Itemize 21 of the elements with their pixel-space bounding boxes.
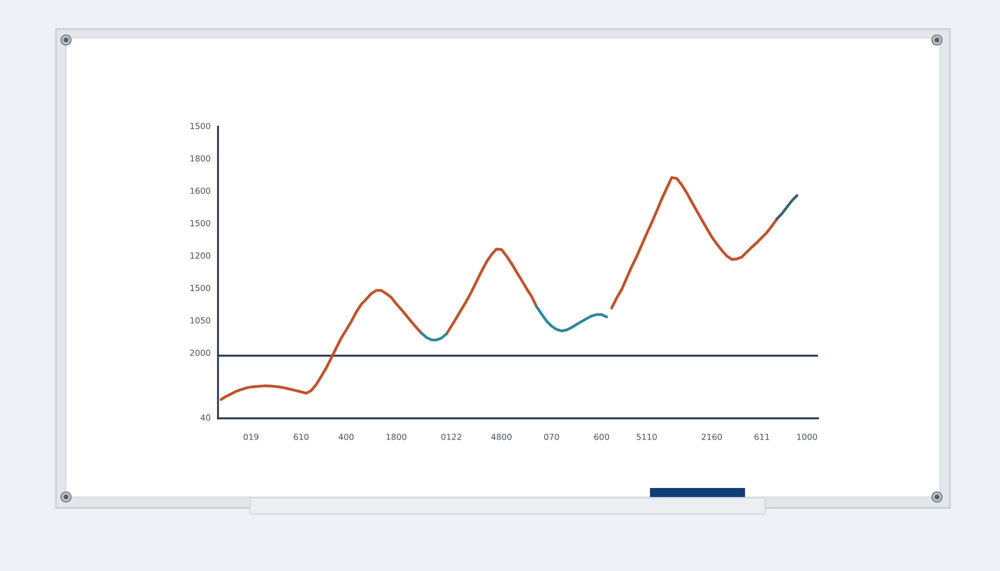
text: 1500 — [190, 220, 210, 226]
x-tick-label: 019 — [244, 434, 258, 440]
x-tick-label: 0122 — [441, 434, 462, 440]
x-tick-label: 1000 — [797, 434, 818, 440]
text: 1500 — [190, 284, 210, 292]
x-tick-label: 070 — [544, 434, 559, 440]
x-tick-label: 611 — [754, 434, 770, 440]
x-tick-label: 400 — [338, 434, 354, 440]
x-tick-label: 1800 — [386, 434, 406, 440]
text: 2000 — [190, 350, 210, 356]
x-tick-label: 4800 — [491, 434, 512, 440]
text: 1600 — [190, 188, 210, 194]
x-tick-label: 2160 — [702, 434, 722, 440]
x-tick-label: 5110 — [636, 434, 657, 440]
text: 1050 — [190, 317, 210, 324]
text: 1500 — [190, 122, 210, 130]
text: 1200 — [190, 252, 210, 259]
text: 1800 — [190, 155, 210, 162]
text: 40 — [200, 414, 210, 421]
x-tick-label: 610 — [294, 434, 309, 440]
x-tick-label: 600 — [594, 434, 610, 440]
